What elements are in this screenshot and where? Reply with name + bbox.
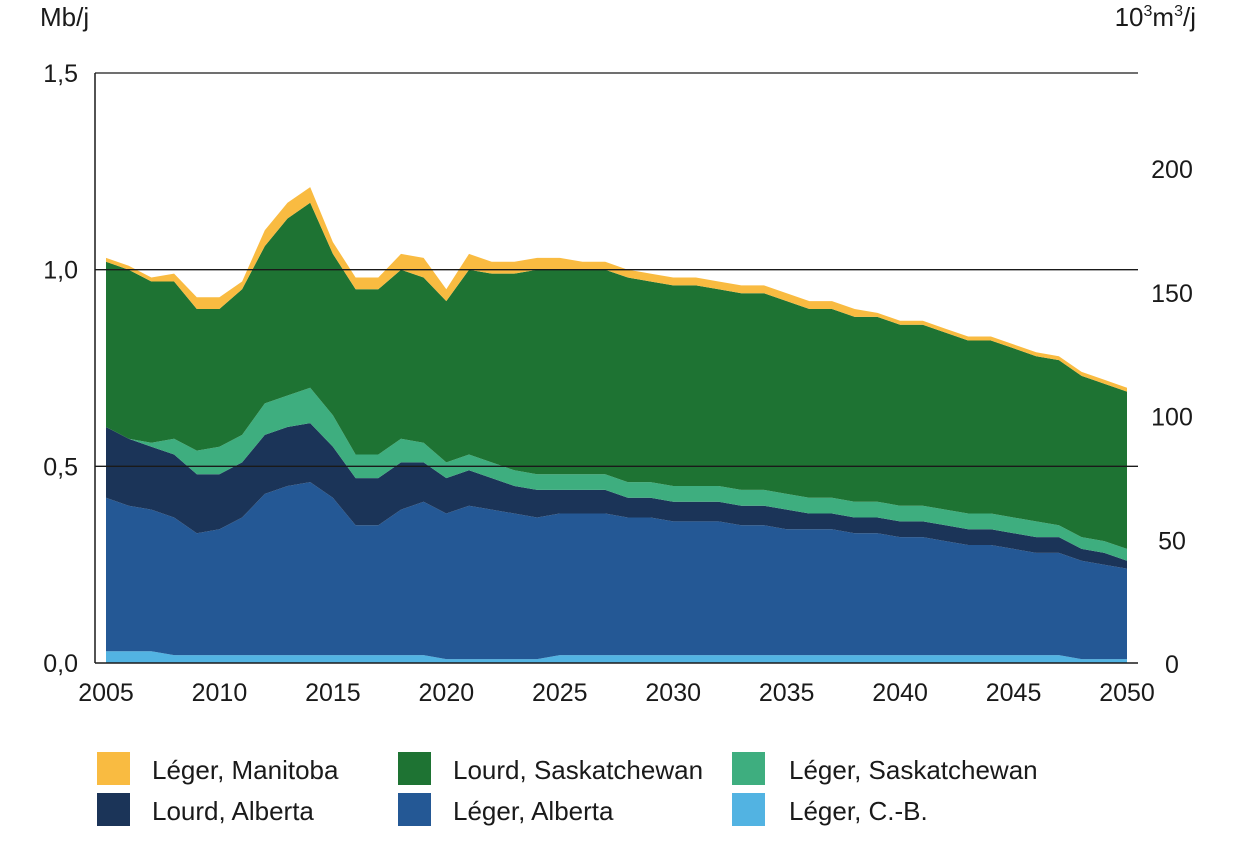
y-left-tick-label: 1,0	[43, 257, 78, 285]
area-leger-alberta	[106, 482, 1127, 660]
y-right-tick-label: 0	[1165, 651, 1179, 679]
x-tick-label: 2015	[305, 679, 361, 707]
gridlines	[95, 72, 1138, 467]
x-tick-label: 2020	[419, 679, 475, 707]
legend-label: Lourd, Saskatchewan	[453, 755, 703, 785]
area-leger-c-b	[106, 651, 1127, 663]
y-right-tick-label: 200	[1151, 156, 1193, 184]
legend: Léger, Manitoba Lourd, Saskatchewan Léger,…	[97, 752, 1038, 826]
x-axis-ticks: 2005 2010 2015 2020 2025 2030 2035 2040 2045 2050	[78, 679, 1155, 707]
left-axis-unit: Mb/j	[40, 2, 89, 32]
legend-label: Léger, C.-B.	[789, 796, 928, 826]
axes	[94, 73, 1138, 664]
legend-item-leger-alberta: Léger, Alberta	[398, 793, 614, 826]
legend-item-leger-saskatchewan: Léger, Saskatchewan	[732, 752, 1038, 785]
x-tick-label: 2040	[872, 679, 928, 707]
x-tick-label: 2005	[78, 679, 134, 707]
y-right-tick-label: 50	[1158, 527, 1186, 555]
legend-swatch	[732, 752, 765, 785]
legend-swatch	[97, 752, 130, 785]
y-axis-right-ticks: 0 50 100 150 200	[1151, 156, 1193, 679]
legend-item-leger-manitoba: Léger, Manitoba	[97, 752, 339, 785]
legend-item-lourd-saskatchewan: Lourd, Saskatchewan	[398, 752, 703, 785]
legend-item-lourd-alberta: Lourd, Alberta	[97, 793, 314, 826]
legend-label: Léger, Saskatchewan	[789, 755, 1038, 785]
legend-swatch	[732, 793, 765, 826]
x-tick-label: 2010	[192, 679, 248, 707]
y-left-tick-label: 1,5	[43, 60, 78, 88]
x-tick-label: 2045	[986, 679, 1042, 707]
area-lourd-alberta	[106, 423, 1127, 569]
x-tick-label: 2035	[759, 679, 815, 707]
x-tick-label: 2025	[532, 679, 588, 707]
area-series-group	[106, 187, 1127, 663]
legend-label: Léger, Alberta	[453, 796, 614, 826]
area-leger-saskatchewan	[106, 387, 1127, 561]
y-axis-left-ticks: 0,0 0,5 1,0 1,5	[43, 60, 78, 678]
y-left-tick-label: 0,0	[43, 650, 78, 678]
legend-item-leger-c-b: Léger, C.-B.	[732, 793, 928, 826]
y-right-tick-label: 100	[1151, 404, 1193, 432]
area-lourd-saskatchewan	[106, 202, 1127, 549]
legend-swatch	[97, 793, 130, 826]
x-tick-label: 2050	[1099, 679, 1155, 707]
x-tick-label: 2030	[645, 679, 701, 707]
legend-swatch	[398, 793, 431, 826]
y-right-tick-label: 150	[1151, 280, 1193, 308]
legend-label: Lourd, Alberta	[152, 796, 314, 826]
legend-label: Léger, Manitoba	[152, 755, 339, 785]
y-left-tick-label: 0,5	[43, 453, 78, 481]
right-axis-unit: 103m3/j	[1115, 2, 1196, 32]
legend-swatch	[398, 752, 431, 785]
